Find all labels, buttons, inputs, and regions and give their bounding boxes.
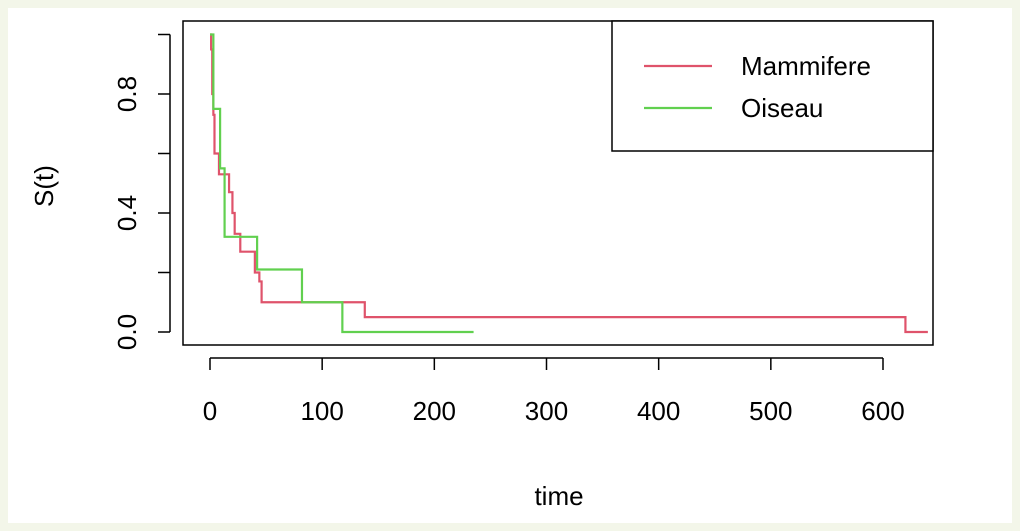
x-tick-label: 600 xyxy=(861,396,904,426)
x-tick-label: 200 xyxy=(413,396,456,426)
x-tick-label: 100 xyxy=(300,396,343,426)
y-tick-label: 0.8 xyxy=(112,76,142,112)
legend-box xyxy=(611,20,934,152)
legend-label-mammifere: Mammifere xyxy=(741,51,871,81)
x-tick-label: 300 xyxy=(525,396,568,426)
y-axis-label: S(t) xyxy=(29,165,59,207)
plot-frame xyxy=(182,20,934,346)
legend-label-oiseau: Oiseau xyxy=(741,93,823,123)
plot-figure: 0 100 200 300 400 500 600 0.0 0.4 0.8 Mammifere Oi… xyxy=(8,8,1012,523)
series-layer xyxy=(210,33,928,334)
x-axis-label: time xyxy=(534,481,583,511)
x-tick-label: 500 xyxy=(749,396,792,426)
legend: Mammifere Oiseau xyxy=(611,20,934,152)
axes: 0 100 200 300 400 500 600 0.0 0.4 0.8 xyxy=(112,20,934,426)
survival-chart: 0 100 200 300 400 500 600 0.0 0.4 0.8 Mammifere Oi… xyxy=(29,20,934,511)
x-tick-label: 0 xyxy=(203,396,217,426)
series-line-oiseau xyxy=(210,33,474,334)
y-tick-label: 0.4 xyxy=(112,195,142,231)
x-tick-label: 400 xyxy=(637,396,680,426)
y-tick-label: 0.0 xyxy=(112,314,142,350)
